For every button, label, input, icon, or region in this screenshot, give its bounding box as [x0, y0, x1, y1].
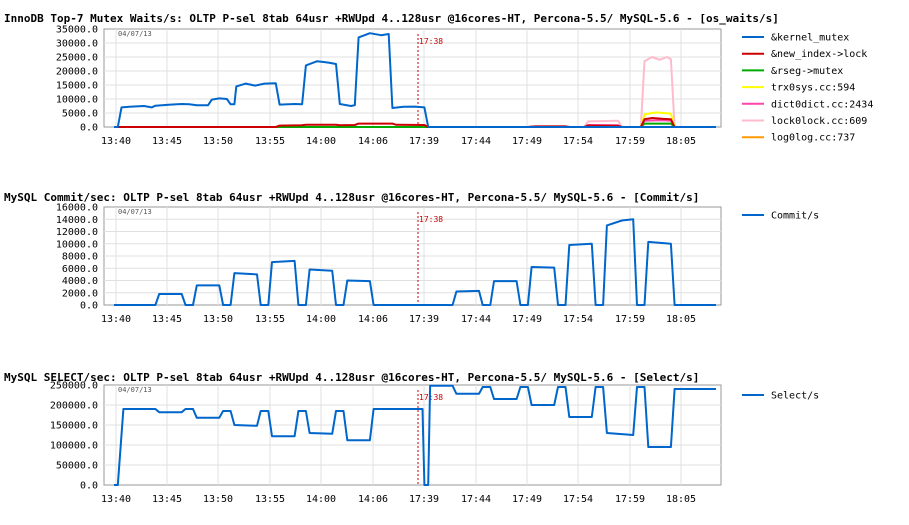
x-tick-label: 18:05: [666, 136, 696, 147]
x-tick-label: 14:00: [306, 314, 336, 325]
x-tick-label: 17:39: [409, 136, 439, 147]
x-tick-label: 17:49: [512, 314, 542, 325]
time-marker-label: 17:38: [419, 393, 443, 402]
y-tick-label: 5000.0: [62, 109, 98, 120]
chart-title: MySQL SELECT/sec: OLTP P-sel 8tab 64usr …: [4, 371, 699, 384]
date-label: 04/07/13: [118, 386, 152, 394]
y-tick-label: 4000.0: [62, 276, 98, 287]
x-tick-label: 14:06: [358, 494, 388, 505]
x-tick-label: 17:44: [461, 494, 491, 505]
legend-entry: trx0sys.cc:594: [771, 83, 855, 94]
legend-entry: &kernel_mutex: [771, 33, 849, 44]
x-tick-label: 17:59: [615, 314, 645, 325]
y-tick-label: 6000.0: [62, 264, 98, 275]
y-tick-label: 0.0: [80, 123, 98, 134]
y-tick-label: 8000.0: [62, 252, 98, 263]
y-tick-label: 16000.0: [56, 203, 98, 214]
y-tick-label: 25000.0: [56, 53, 98, 64]
legend-entry: Select/s: [771, 391, 819, 402]
x-tick-label: 13:45: [152, 314, 182, 325]
x-tick-label: 17:39: [409, 494, 439, 505]
x-tick-label: 13:50: [203, 314, 233, 325]
x-tick-label: 13:50: [203, 494, 233, 505]
series-line: [114, 32, 716, 128]
x-tick-label: 13:45: [152, 494, 182, 505]
x-tick-label: 18:05: [666, 314, 696, 325]
legend-entry: Commit/s: [771, 211, 819, 222]
x-tick-label: 13:55: [255, 136, 285, 147]
y-tick-label: 20000.0: [56, 67, 98, 78]
x-tick-label: 14:00: [306, 494, 336, 505]
date-label: 04/07/13: [118, 30, 152, 38]
x-tick-label: 13:40: [101, 136, 131, 147]
y-tick-label: 15000.0: [56, 81, 98, 92]
legend-entry: &new_index->lock: [771, 49, 867, 60]
x-tick-label: 13:45: [152, 136, 182, 147]
y-tick-label: 14000.0: [56, 215, 98, 226]
x-tick-label: 17:49: [512, 136, 542, 147]
chart-2: MySQL Commit/sec: OLTP P-sel 8tab 64usr …: [4, 191, 819, 325]
x-tick-label: 13:40: [101, 314, 131, 325]
x-tick-label: 17:54: [563, 494, 593, 505]
y-tick-label: 250000.0: [50, 381, 98, 392]
chart-3: MySQL SELECT/sec: OLTP P-sel 8tab 64usr …: [4, 371, 819, 505]
legend-entry: &rseg->mutex: [771, 66, 843, 77]
y-tick-label: 50000.0: [56, 461, 98, 472]
y-tick-label: 10000.0: [56, 239, 98, 250]
x-tick-label: 13:40: [101, 494, 131, 505]
y-tick-label: 30000.0: [56, 39, 98, 50]
plot-area: [103, 28, 722, 128]
x-tick-label: 17:54: [563, 314, 593, 325]
time-marker-label: 17:38: [419, 215, 443, 224]
plot-area: [103, 384, 722, 486]
chart-title: InnoDB Top-7 Mutex Waits/s: OLTP P-sel 8…: [4, 12, 779, 25]
x-tick-label: 14:00: [306, 136, 336, 147]
x-tick-label: 18:05: [666, 494, 696, 505]
time-marker-label: 17:38: [419, 37, 443, 46]
y-tick-label: 35000.0: [56, 25, 98, 36]
x-tick-label: 17:44: [461, 136, 491, 147]
x-tick-label: 17:59: [615, 494, 645, 505]
y-tick-label: 2000.0: [62, 288, 98, 299]
date-label: 04/07/13: [118, 208, 152, 216]
legend-entry: dict0dict.cc:2434: [771, 99, 873, 110]
x-tick-label: 14:06: [358, 314, 388, 325]
legend-entry: log0log.cc:737: [771, 133, 855, 144]
x-tick-label: 17:54: [563, 136, 593, 147]
chart-1: InnoDB Top-7 Mutex Waits/s: OLTP P-sel 8…: [4, 12, 873, 147]
chart-title: MySQL Commit/sec: OLTP P-sel 8tab 64usr …: [4, 191, 699, 204]
y-tick-label: 200000.0: [50, 401, 98, 412]
series-line: [114, 218, 716, 306]
y-tick-label: 100000.0: [50, 441, 98, 452]
series-line: [114, 384, 716, 486]
x-tick-label: 14:06: [358, 136, 388, 147]
y-tick-label: 150000.0: [50, 421, 98, 432]
y-tick-label: 0.0: [80, 481, 98, 492]
x-tick-label: 13:55: [255, 494, 285, 505]
x-tick-label: 17:39: [409, 314, 439, 325]
legend-entry: lock0lock.cc:609: [771, 116, 867, 127]
y-tick-label: 12000.0: [56, 227, 98, 238]
y-tick-label: 10000.0: [56, 95, 98, 106]
x-tick-label: 17:59: [615, 136, 645, 147]
y-tick-label: 0.0: [80, 301, 98, 312]
x-tick-label: 17:44: [461, 314, 491, 325]
x-tick-label: 13:55: [255, 314, 285, 325]
x-tick-label: 17:49: [512, 494, 542, 505]
x-tick-label: 13:50: [203, 136, 233, 147]
